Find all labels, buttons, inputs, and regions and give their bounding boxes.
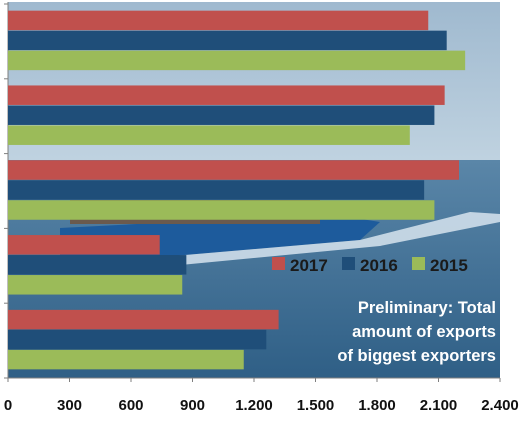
x-tick-label: 0 <box>4 397 12 414</box>
x-tick-label: 2.100 <box>420 397 458 414</box>
x-tick-label: 1.200 <box>235 397 273 414</box>
legend-label-2016: 2016 <box>360 256 398 275</box>
legend-swatch-2015 <box>412 257 425 270</box>
bar-2017-group-2 <box>8 85 445 105</box>
bar-2015-group-5 <box>8 349 244 370</box>
x-tick-label: 2.400 <box>481 397 519 414</box>
ship-wake <box>150 212 500 266</box>
bar-2016-group-4 <box>8 255 187 275</box>
legend-swatch-2016 <box>342 257 355 270</box>
bar-2016-group-3 <box>8 180 425 200</box>
bar-2015-group-1 <box>8 50 466 71</box>
legend-label-2017: 2017 <box>290 256 328 275</box>
x-tick-label: 300 <box>57 397 82 414</box>
bar-series <box>8 10 466 370</box>
annotation-line-1: Preliminary: Total <box>358 299 496 317</box>
bar-2015-group-4 <box>8 275 183 295</box>
bar-2015-group-2 <box>8 125 410 145</box>
x-tick-label: 1.800 <box>358 397 396 414</box>
bar-2017-group-3 <box>8 160 459 180</box>
legend: 2017 2016 2015 <box>272 256 468 275</box>
bar-2016-group-2 <box>8 105 435 125</box>
x-tick-label: 600 <box>118 397 143 414</box>
annotation-line-2: amount of exports <box>352 323 496 341</box>
bar-2017-group-1 <box>8 10 429 31</box>
legend-swatch-2017 <box>272 257 285 270</box>
bar-2016-group-1 <box>8 30 447 51</box>
bar-2015-group-3 <box>8 200 435 220</box>
x-tick-label: 1.500 <box>297 397 335 414</box>
annotation: Preliminary: Total amount of exports of … <box>337 299 496 365</box>
bar-2017-group-4 <box>8 235 160 255</box>
annotation-line-3: of biggest exporters <box>337 347 496 365</box>
bar-2016-group-5 <box>8 329 267 350</box>
legend-label-2015: 2015 <box>430 256 468 275</box>
x-tick-label: 900 <box>180 397 205 414</box>
bar-2017-group-5 <box>8 309 279 330</box>
